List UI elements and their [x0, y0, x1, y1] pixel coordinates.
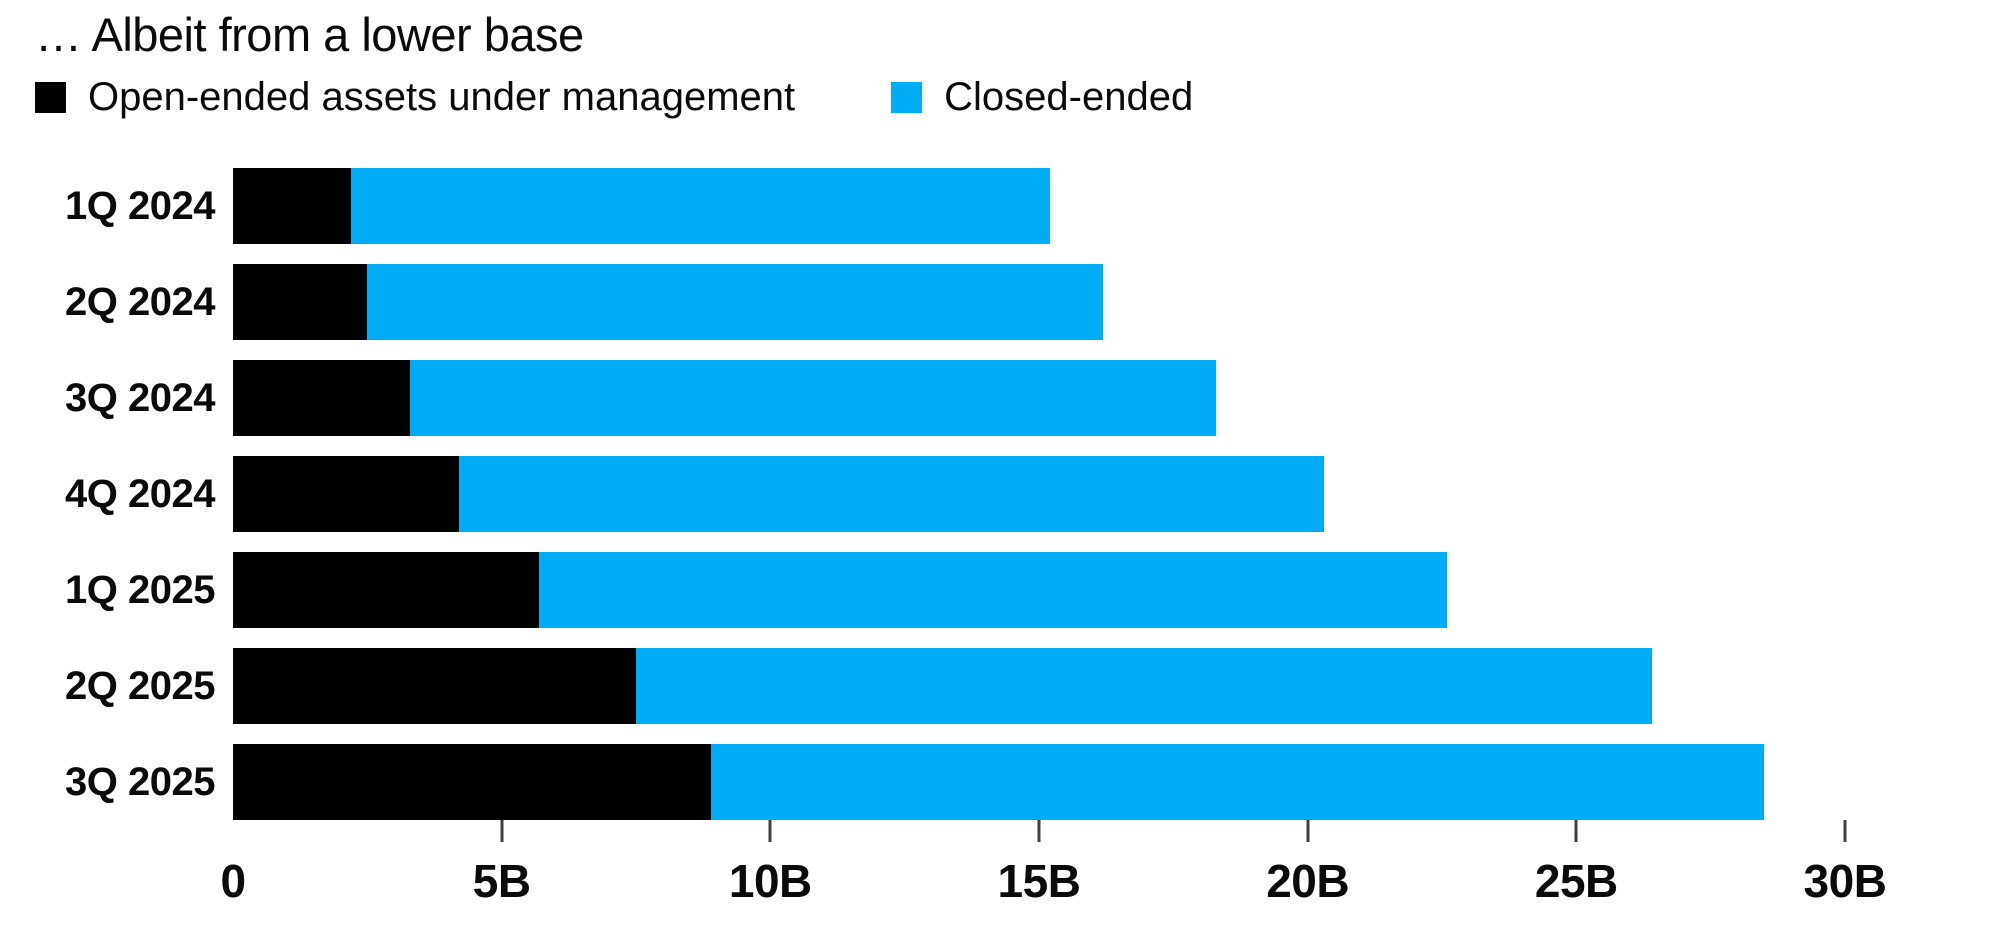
bar-track — [233, 168, 1845, 244]
x-axis-ticks — [0, 820, 1847, 842]
bar-segment-closed-ended — [410, 360, 1217, 436]
category-label: 1Q 2024 — [65, 183, 215, 228]
bar-segment-closed-ended — [636, 648, 1652, 724]
bar-track — [233, 552, 1845, 628]
bar-segment-closed-ended — [367, 264, 1104, 340]
axis-tick-mark — [1574, 820, 1578, 842]
bar-row: 2Q 2024 — [0, 264, 1845, 340]
category-label: 3Q 2024 — [65, 375, 215, 420]
axis-tick-mark — [1306, 820, 1310, 842]
axis-spacer — [0, 820, 233, 842]
axis-tick-label: 20B — [1266, 855, 1350, 907]
bar-rows: 1Q 2024 2Q 2024 3Q 2024 4Q 2024 1Q 2025 2Q 20… — [0, 168, 1845, 820]
bar-segment-open-ended — [233, 744, 712, 820]
bar-track — [233, 360, 1845, 436]
category-label: 4Q 2024 — [65, 471, 215, 516]
bar-row: 1Q 2025 — [0, 552, 1845, 628]
bar-segment-open-ended — [233, 360, 411, 436]
bar-segment-closed-ended — [711, 744, 1765, 820]
legend-item-open-ended: Open-ended assets under management — [35, 75, 795, 120]
bar-track — [233, 648, 1845, 724]
bar-segment-closed-ended — [539, 552, 1448, 628]
axis-spacer — [0, 842, 233, 908]
legend-swatch-open-ended-icon — [35, 81, 66, 113]
bar-row: 4Q 2024 — [0, 456, 1845, 532]
axis-tick-label: 25B — [1534, 855, 1618, 907]
axis-tick-label: 10B — [728, 855, 812, 907]
axis-tick-mark — [768, 820, 772, 842]
legend-item-closed-ended: Closed-ended — [891, 75, 1193, 120]
bar-segment-open-ended — [233, 264, 368, 340]
chart-title: … Albeit from a lower base — [35, 8, 584, 61]
bar-segment-open-ended — [233, 168, 352, 244]
axis-tick-strip — [233, 820, 1847, 842]
bar-segment-closed-ended — [351, 168, 1050, 244]
legend-swatch-closed-ended-icon — [891, 81, 923, 113]
bar-track — [233, 264, 1845, 340]
axis-tick-label: 15B — [997, 855, 1081, 907]
category-label: 1Q 2025 — [65, 567, 215, 612]
bar-track — [233, 456, 1845, 532]
bar-segment-open-ended — [233, 456, 459, 532]
bar-row: 3Q 2025 — [0, 744, 1845, 820]
category-label: 2Q 2025 — [65, 663, 215, 708]
bar-row: 1Q 2024 — [0, 168, 1845, 244]
axis-tick-label: 30B — [1803, 855, 1887, 907]
category-label: 3Q 2025 — [65, 759, 215, 804]
axis-tick-mark — [500, 820, 504, 842]
axis-tick-mark — [1843, 820, 1847, 842]
chart-legend: Open-ended assets under management Close… — [35, 75, 1845, 119]
axis-tick-label: 5B — [472, 855, 531, 907]
axis-label-strip: 0 5B 10B 15B 20B 25B 30B — [220, 855, 1886, 908]
bar-segment-open-ended — [233, 648, 636, 724]
bar-segment-open-ended — [233, 552, 540, 628]
bar-segment-closed-ended — [458, 456, 1324, 532]
axis-tick-mark — [1037, 820, 1041, 842]
legend-label-closed-ended: Closed-ended — [944, 74, 1194, 119]
bar-row: 2Q 2025 — [0, 648, 1845, 724]
legend-label-open-ended: Open-ended assets under management — [88, 74, 796, 119]
x-axis-labels: 0 5B 10B 15B 20B 25B 30B — [0, 842, 1886, 908]
bar-track — [233, 744, 1845, 820]
category-label: 2Q 2024 — [65, 279, 215, 324]
bar-row: 3Q 2024 — [0, 360, 1845, 436]
axis-tick-label: 0 — [220, 855, 246, 907]
